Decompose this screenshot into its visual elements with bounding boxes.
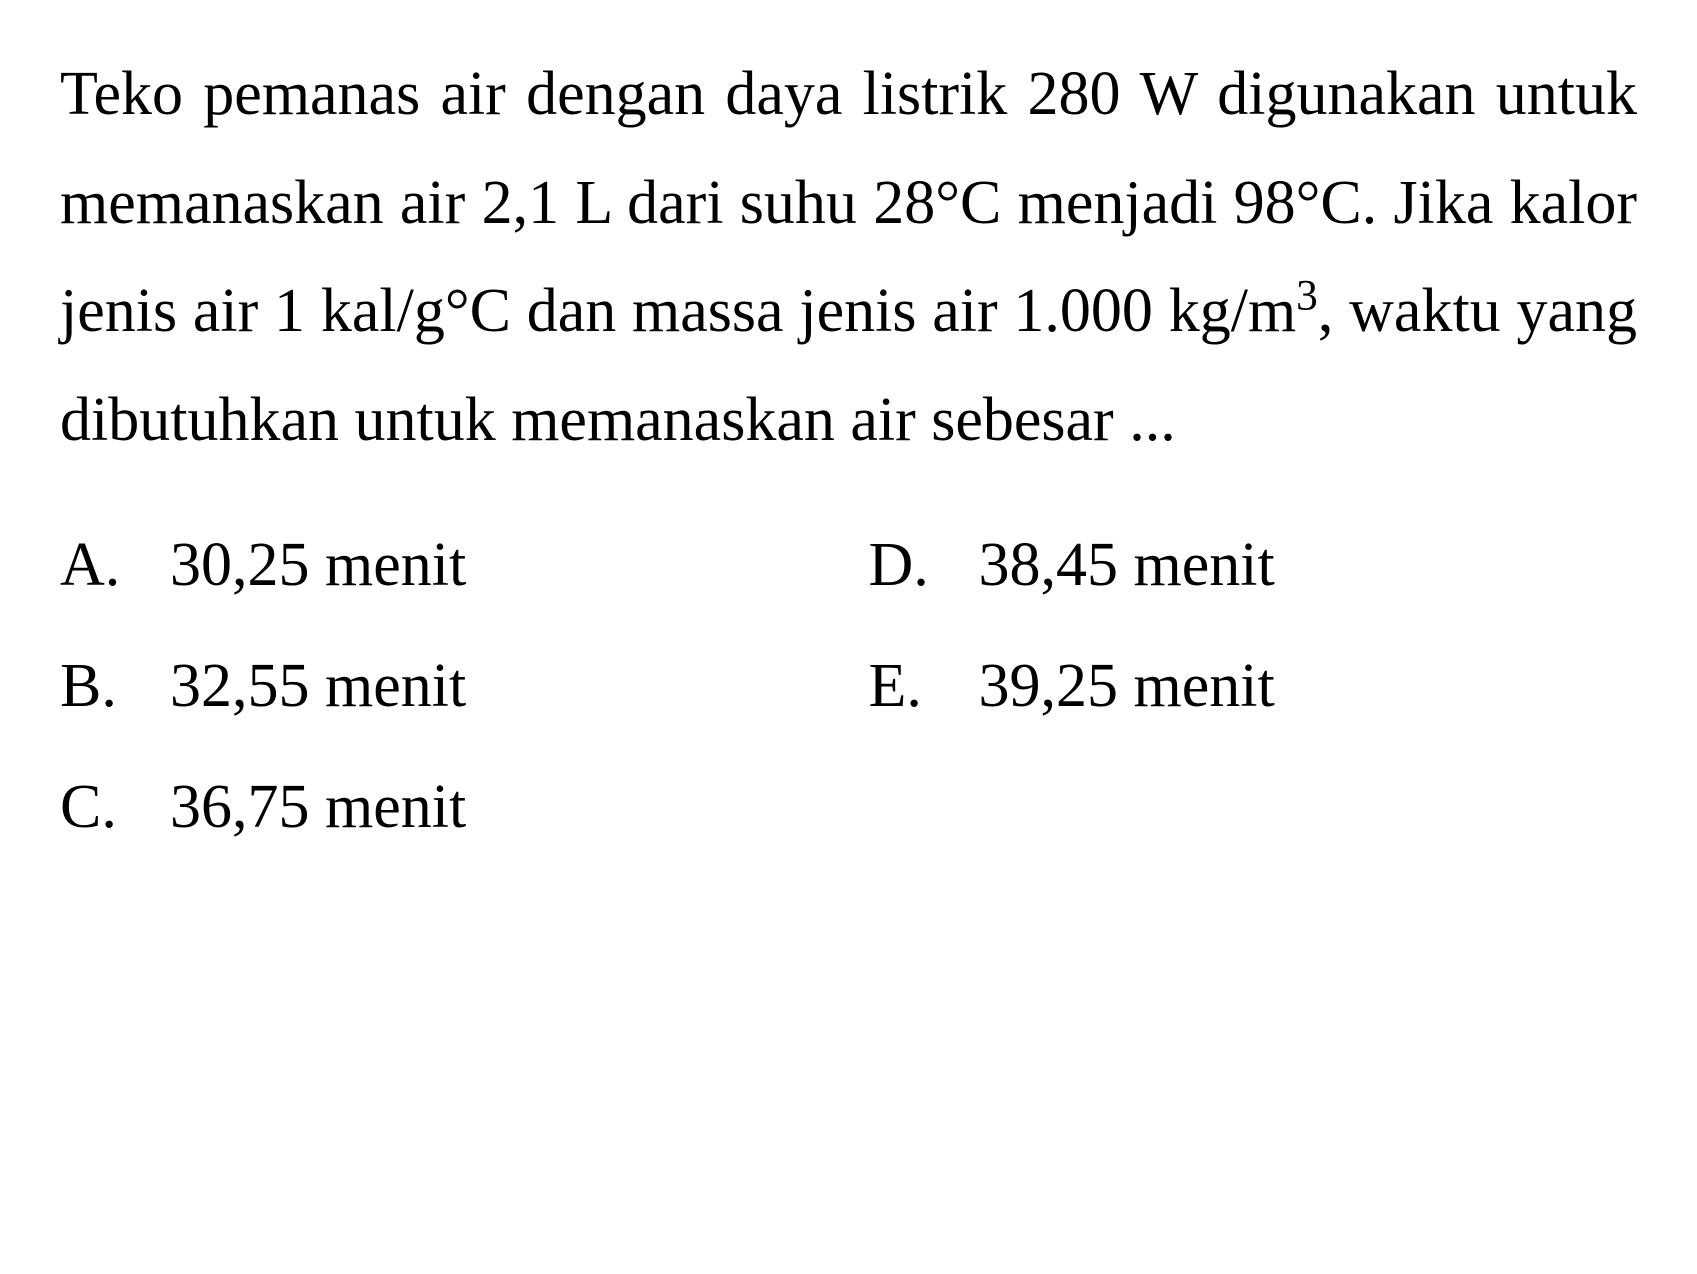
option-text: 36,75 menit [170, 761, 829, 854]
document-page: Teko pemanas air dengan daya listrik 280… [0, 0, 1697, 1274]
option-text: 38,45 menit [979, 519, 1638, 612]
option-d: D. 38,45 menit [869, 519, 1638, 612]
option-letter: D. [869, 519, 979, 612]
options-grid: A. 30,25 menit D. 38,45 menit B. 32,55 m… [60, 519, 1637, 854]
option-e: E. 39,25 menit [869, 640, 1638, 733]
option-text: 32,55 menit [170, 640, 829, 733]
option-text: 39,25 menit [979, 640, 1638, 733]
question-superscript: 3 [1296, 271, 1318, 319]
option-b: B. 32,55 menit [60, 640, 829, 733]
question-text: Teko pemanas air dengan daya listrik 280… [60, 40, 1637, 474]
option-c: C. 36,75 menit [60, 761, 829, 854]
option-a: A. 30,25 menit [60, 519, 829, 612]
option-letter: A. [60, 519, 170, 612]
option-letter: C. [60, 761, 170, 854]
option-letter: E. [869, 640, 979, 733]
option-text: 30,25 menit [170, 519, 829, 612]
option-letter: B. [60, 640, 170, 733]
